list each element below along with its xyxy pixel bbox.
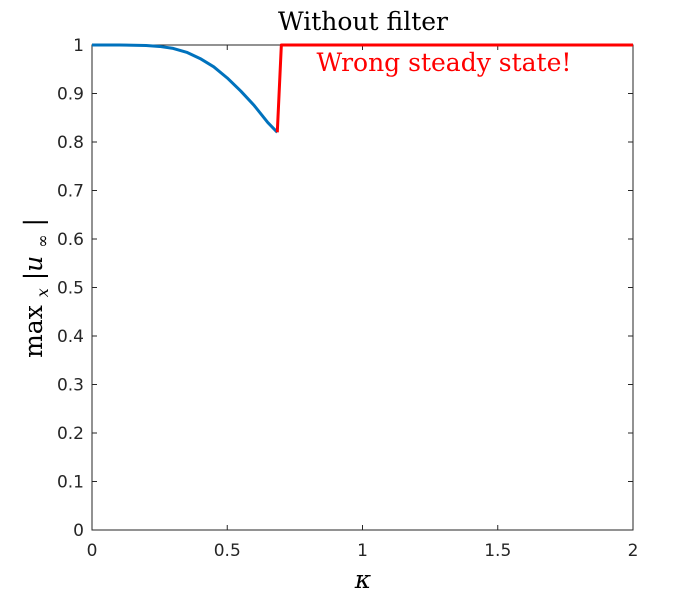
y-tick-label: 0.8 [57, 133, 84, 153]
x-axis-label: κ [354, 565, 372, 594]
y-tick-label: 0.2 [57, 424, 84, 444]
y-tick-label: 0.5 [57, 279, 84, 299]
series-line-2 [275, 43, 633, 133]
x-tick-label: 0.5 [214, 541, 241, 561]
y-label-body-subscript: ∞ [33, 234, 52, 247]
x-tick-label: 0 [87, 541, 98, 561]
y-tick-label: 0.6 [57, 230, 84, 250]
y-tick-label: 1 [73, 36, 84, 56]
y-tick-label: 0.3 [57, 376, 84, 396]
chart-title: Without filter [278, 7, 448, 36]
y-label-body: |u [19, 256, 49, 281]
svg-text:max x |u: max x |u ∞ | [19, 218, 54, 358]
y-axis-label: max x |u ∞ | [19, 218, 54, 358]
y-label-prefix: max [19, 305, 48, 358]
y-label-subscript: x [33, 288, 52, 297]
y-tick-label: 0.9 [57, 85, 84, 105]
y-tick-label: 0.7 [57, 182, 84, 202]
x-tick-label: 2 [628, 541, 639, 561]
y-tick-label: 0.1 [57, 473, 84, 493]
axes-box [91, 44, 634, 531]
y-tick-label: 0.4 [57, 327, 84, 347]
y-tick-label: 0 [73, 521, 84, 541]
x-tick-label: 1.5 [484, 541, 511, 561]
y-label-suffix: | [19, 218, 49, 226]
series-line-1 [92, 43, 279, 134]
annotation-text: Wrong steady state! [317, 48, 572, 77]
x-tick-label: 1 [357, 541, 368, 561]
plot-area: 0 0.5 1 1.5 2 0 0.1 0.2 0.3 0.4 0.5 0.6 0.7 0.8 0.9 1 Wr… [57, 36, 638, 561]
